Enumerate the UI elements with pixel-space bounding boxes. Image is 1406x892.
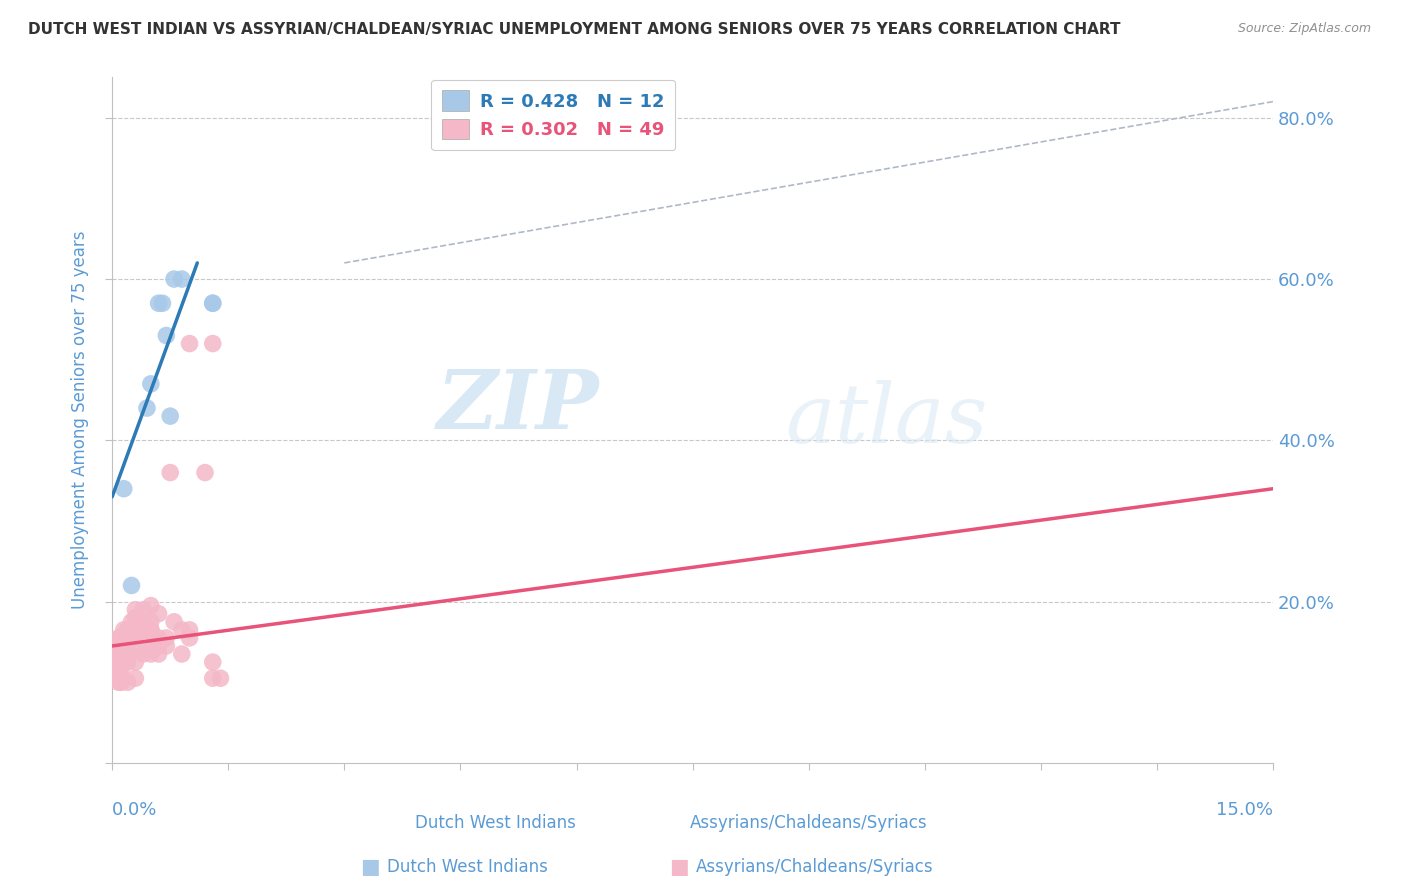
Point: [155, 328, 177, 343]
Text: Assyrians/Chaldeans/Syriacs: Assyrians/Chaldeans/Syriacs: [696, 858, 934, 876]
Point: [124, 643, 146, 657]
Point: [124, 631, 146, 645]
Point: [117, 623, 139, 637]
Point: [159, 409, 181, 424]
Point: [128, 623, 150, 637]
Point: [159, 466, 181, 480]
Point: [139, 623, 162, 637]
Point: [107, 663, 129, 677]
Text: Source: ZipAtlas.com: Source: ZipAtlas.com: [1237, 22, 1371, 36]
Point: [121, 578, 143, 592]
Point: [124, 671, 146, 685]
Point: [132, 615, 155, 629]
Point: [148, 296, 170, 310]
Point: [152, 296, 174, 310]
Point: [170, 647, 193, 661]
Point: [108, 675, 131, 690]
Y-axis label: Unemployment Among Seniors over 75 years: Unemployment Among Seniors over 75 years: [72, 231, 89, 609]
Point: [139, 623, 162, 637]
Point: [121, 615, 143, 629]
Text: DUTCH WEST INDIAN VS ASSYRIAN/CHALDEAN/SYRIAC UNEMPLOYMENT AMONG SENIORS OVER 75: DUTCH WEST INDIAN VS ASSYRIAN/CHALDEAN/S…: [28, 22, 1121, 37]
Point: [155, 639, 177, 653]
Point: [108, 651, 131, 665]
Point: [139, 643, 162, 657]
Point: [163, 615, 186, 629]
Point: [170, 272, 193, 286]
Point: [124, 611, 146, 625]
Point: [117, 655, 139, 669]
Point: [108, 671, 131, 685]
Point: [136, 623, 159, 637]
Point: [136, 401, 159, 415]
Point: [139, 647, 162, 661]
Point: [108, 647, 131, 661]
Point: [209, 671, 232, 685]
Point: [110, 631, 132, 645]
Point: [112, 623, 135, 637]
Point: [132, 615, 155, 629]
Text: ZIP: ZIP: [437, 367, 600, 447]
Point: [201, 671, 224, 685]
Point: [143, 631, 166, 645]
Point: [107, 647, 129, 661]
Point: [107, 675, 129, 690]
Point: [148, 607, 170, 621]
Point: [132, 647, 155, 661]
Point: [105, 643, 128, 657]
Point: [107, 659, 129, 673]
Point: [105, 651, 128, 665]
Point: [148, 647, 170, 661]
Point: [201, 296, 224, 310]
Text: ■: ■: [360, 857, 380, 877]
Point: [201, 336, 224, 351]
Point: [105, 639, 128, 653]
Text: Dutch West Indians: Dutch West Indians: [415, 814, 575, 832]
Point: [108, 643, 131, 657]
Point: [179, 623, 201, 637]
Point: [124, 655, 146, 669]
Point: [117, 675, 139, 690]
Point: [139, 599, 162, 613]
Point: [117, 643, 139, 657]
Point: [108, 655, 131, 669]
Point: [132, 602, 155, 616]
Point: [108, 655, 131, 669]
Point: [108, 639, 131, 653]
Text: 15.0%: 15.0%: [1216, 801, 1272, 819]
Point: [155, 631, 177, 645]
Point: [179, 631, 201, 645]
Text: ■: ■: [669, 857, 689, 877]
Point: [112, 482, 135, 496]
Text: atlas: atlas: [786, 380, 988, 460]
Point: [194, 466, 217, 480]
Point: [110, 639, 132, 653]
Point: [148, 639, 170, 653]
Text: 0.0%: 0.0%: [112, 801, 157, 819]
Point: [110, 663, 132, 677]
Point: [132, 631, 155, 645]
Point: [108, 667, 131, 681]
Point: [112, 655, 135, 669]
Legend: R = 0.428   N = 12, R = 0.302   N = 49: R = 0.428 N = 12, R = 0.302 N = 49: [432, 79, 675, 150]
Point: [124, 602, 146, 616]
Point: [170, 623, 193, 637]
Point: [105, 635, 128, 649]
Point: [201, 655, 224, 669]
Point: [179, 336, 201, 351]
Point: [110, 675, 132, 690]
Point: [148, 631, 170, 645]
Point: [139, 376, 162, 391]
Text: Dutch West Indians: Dutch West Indians: [387, 858, 547, 876]
Point: [201, 296, 224, 310]
Point: [108, 631, 131, 645]
Point: [107, 631, 129, 645]
Point: [139, 615, 162, 629]
Point: [117, 631, 139, 645]
Point: [163, 272, 186, 286]
Text: Assyrians/Chaldeans/Syriacs: Assyrians/Chaldeans/Syriacs: [690, 814, 928, 832]
